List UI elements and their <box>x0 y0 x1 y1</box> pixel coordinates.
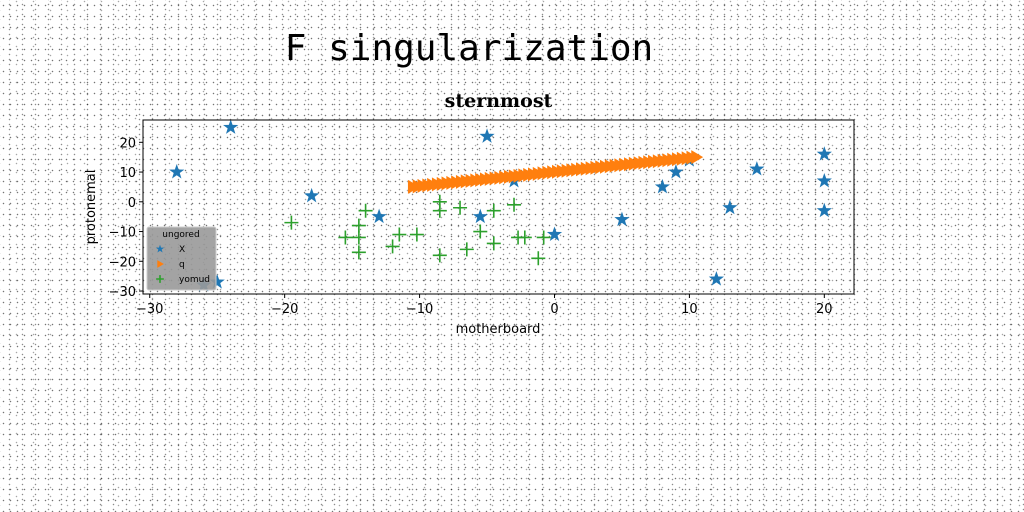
y-tick-label: −10 <box>109 226 136 241</box>
data-point <box>284 215 299 230</box>
data-point <box>432 248 447 263</box>
legend-marker <box>157 260 164 268</box>
figure-title: F singularization <box>284 28 654 69</box>
data-point <box>392 227 407 242</box>
data-point <box>816 172 832 188</box>
data-point <box>816 146 832 161</box>
y-tick-label: 20 <box>119 136 136 151</box>
x-tick-label: −10 <box>406 302 433 317</box>
axis-ticks: −30 −20 −10 0 10 20 −30 −20 −10 0 10 20 <box>109 136 833 317</box>
legend-marker <box>156 275 164 283</box>
legend: ungored Xq yomud <box>146 226 217 291</box>
data-point <box>614 211 630 227</box>
data-point <box>654 178 671 194</box>
legend-box <box>146 226 217 291</box>
data-point <box>691 150 704 165</box>
legend-label: q <box>179 260 185 270</box>
data-point <box>531 251 546 266</box>
data-point <box>708 271 724 286</box>
data-point <box>371 208 387 224</box>
data-point <box>304 187 320 203</box>
legend-marker <box>155 244 165 253</box>
data-point <box>749 161 765 176</box>
data-point <box>668 164 684 179</box>
data-point <box>473 224 488 239</box>
data-point <box>338 230 353 245</box>
data-point <box>385 239 400 254</box>
data-point <box>472 208 488 224</box>
plot-frame <box>142 119 855 295</box>
data-point <box>459 242 474 257</box>
legend-title: ungored <box>162 230 199 240</box>
x-tick-label: 10 <box>681 302 698 317</box>
data-point <box>479 128 495 143</box>
x-tick-label: −20 <box>271 302 298 317</box>
data-point <box>351 230 366 245</box>
data-point <box>816 202 832 218</box>
y-tick-label: 10 <box>119 166 136 181</box>
data-point <box>486 203 501 218</box>
data-point <box>358 203 373 218</box>
data-point <box>409 227 424 242</box>
data-point <box>453 200 468 215</box>
data-point <box>169 164 185 179</box>
y-tick-label: −20 <box>109 255 136 270</box>
data-point <box>486 236 501 251</box>
data-point <box>209 274 225 289</box>
x-tick-label: −30 <box>136 302 163 317</box>
x-axis-label: motherboard <box>456 322 541 337</box>
data-point <box>546 226 563 241</box>
data-point <box>351 245 366 260</box>
y-tick-label: −30 <box>109 285 136 300</box>
x-tick-label: 20 <box>816 302 833 317</box>
data-point <box>223 119 239 134</box>
data-point <box>432 203 447 218</box>
data-point <box>536 230 551 245</box>
data-point <box>722 199 738 215</box>
legend-label: yomud <box>179 275 210 285</box>
chart-title: sternmost <box>444 90 553 112</box>
y-axis-label: protonemal <box>84 170 99 245</box>
chart-marks <box>169 119 832 292</box>
data-point <box>507 197 522 212</box>
y-tick-label: 0 <box>128 196 136 211</box>
legend-label: X <box>179 245 185 255</box>
data-point <box>351 218 366 233</box>
data-point <box>517 230 532 245</box>
x-tick-label: 0 <box>550 302 558 317</box>
